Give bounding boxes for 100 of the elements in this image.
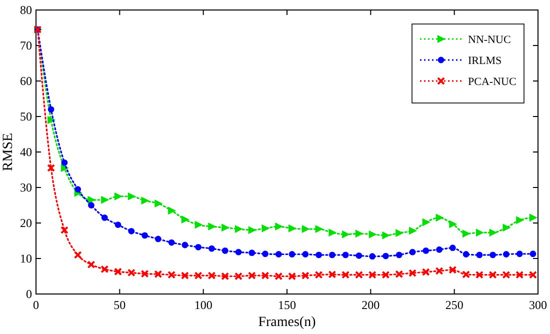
point xyxy=(396,228,404,237)
point xyxy=(356,252,362,259)
point xyxy=(516,270,524,279)
point xyxy=(342,252,349,258)
point xyxy=(528,270,537,279)
point xyxy=(422,247,430,254)
point xyxy=(168,239,175,246)
point xyxy=(141,196,150,205)
point xyxy=(502,224,511,232)
legend-label: NN-NUC xyxy=(468,34,511,46)
point xyxy=(74,250,82,259)
point xyxy=(208,245,215,252)
y-tick-label: 30 xyxy=(20,180,32,194)
point xyxy=(342,230,350,238)
point xyxy=(194,220,203,229)
y-axis-title: RMSE xyxy=(1,132,16,172)
point xyxy=(234,225,243,234)
point xyxy=(182,242,188,248)
point xyxy=(382,231,390,240)
point xyxy=(74,186,82,192)
point xyxy=(369,253,376,260)
legend-label: PCA-NUC xyxy=(468,76,516,88)
point xyxy=(261,272,270,280)
point xyxy=(449,244,456,252)
point xyxy=(288,251,296,258)
point xyxy=(449,220,458,228)
point xyxy=(60,226,68,234)
point xyxy=(140,270,149,278)
point xyxy=(476,228,484,237)
point xyxy=(114,268,122,276)
point xyxy=(354,270,363,279)
point xyxy=(275,222,284,231)
point xyxy=(408,269,416,278)
point xyxy=(274,272,283,280)
x-tick-label: 100 xyxy=(194,298,212,312)
point xyxy=(368,270,376,279)
point xyxy=(502,270,510,279)
point xyxy=(288,224,297,232)
point xyxy=(355,230,364,238)
point xyxy=(301,272,310,280)
x-axis-title: Frames(n) xyxy=(258,315,316,330)
point xyxy=(342,270,350,279)
point xyxy=(476,252,483,258)
point xyxy=(422,268,430,276)
point xyxy=(168,206,176,215)
point xyxy=(47,164,56,172)
x-tick-label: 50 xyxy=(114,298,126,312)
point xyxy=(422,218,430,226)
point xyxy=(315,225,324,234)
point xyxy=(154,236,162,242)
point xyxy=(222,247,228,254)
point xyxy=(262,250,268,258)
point xyxy=(448,266,457,274)
x-tick-label: 300 xyxy=(529,298,547,312)
point xyxy=(409,226,417,235)
point xyxy=(395,270,404,278)
y-tick-label: 80 xyxy=(20,3,32,17)
point xyxy=(168,270,176,279)
point xyxy=(195,244,202,250)
point xyxy=(529,214,538,222)
y-tick-label: 40 xyxy=(20,145,32,159)
point xyxy=(248,226,256,234)
point xyxy=(409,248,416,256)
point xyxy=(503,251,510,258)
point xyxy=(127,268,136,277)
legend-label: IRLMS xyxy=(468,55,502,67)
point xyxy=(101,196,110,204)
point xyxy=(48,116,56,124)
point xyxy=(208,222,216,231)
point xyxy=(100,265,109,274)
point xyxy=(248,250,256,256)
point xyxy=(328,228,337,237)
point xyxy=(262,224,270,232)
y-tick-label: 60 xyxy=(20,74,32,88)
point xyxy=(490,252,496,258)
point xyxy=(142,232,148,239)
point xyxy=(382,252,389,260)
point xyxy=(462,251,470,258)
point xyxy=(128,228,135,234)
point xyxy=(516,216,524,224)
point xyxy=(302,225,310,234)
point xyxy=(154,199,163,208)
point xyxy=(88,196,96,204)
point xyxy=(462,230,471,238)
point xyxy=(530,250,536,258)
point xyxy=(61,159,68,166)
point xyxy=(48,106,54,113)
point xyxy=(248,272,256,280)
point xyxy=(382,270,390,279)
point xyxy=(154,270,162,278)
point xyxy=(516,250,523,258)
point xyxy=(180,272,189,280)
point xyxy=(101,214,108,221)
x-tick-label: 150 xyxy=(278,298,296,312)
point xyxy=(436,214,444,222)
point xyxy=(88,202,94,208)
point xyxy=(302,251,309,258)
point xyxy=(114,192,122,200)
point xyxy=(488,270,497,279)
point xyxy=(462,270,470,278)
